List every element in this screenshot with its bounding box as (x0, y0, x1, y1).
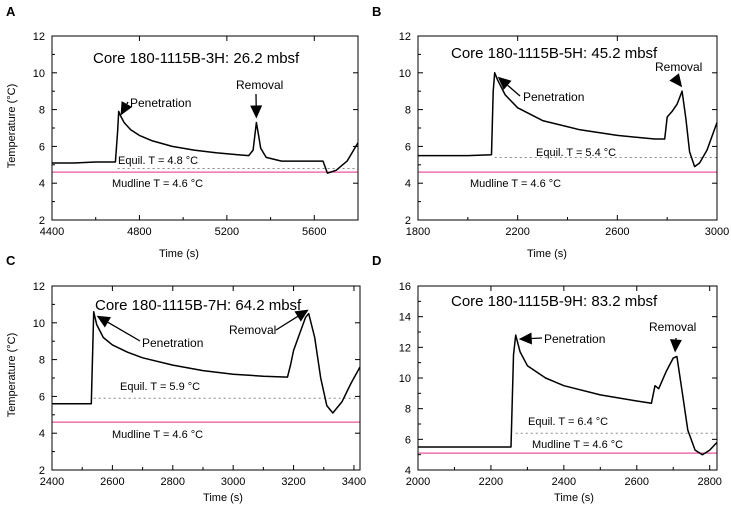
panel-c-xtick-label: 2400 (40, 476, 64, 488)
panel-d-xtick-label: 2000 (406, 476, 430, 488)
panel-c-ytick-label: 12 (33, 281, 45, 293)
panel-b-ytick-label: 2 (405, 215, 411, 227)
panel-d-removal-label: Removal (649, 320, 696, 334)
panel-b-removal-arrow-head (669, 73, 683, 88)
panel-d-ytick-label: 8 (405, 404, 411, 416)
panel-b-penetration-arrow-head (497, 76, 512, 90)
panel-c-removal-label: Removal (229, 323, 276, 337)
panel-c-removal-arrow-head (294, 309, 309, 322)
panel-c-ylabel: Temperature (°C) (6, 333, 18, 417)
panel-c-xtick-label: 3200 (281, 476, 305, 488)
panel-a-ytick-label: 2 (39, 215, 45, 227)
panel-b-mudline-label: Mudline T = 4.6 °C (470, 178, 561, 190)
panel-d-ytick-label: 6 (405, 434, 411, 446)
panel-d-title: Core 180-1115B-9H: 83.2 mbsf (451, 293, 658, 310)
panel-c-series-line (52, 311, 361, 414)
panel-d-series-line (418, 334, 718, 456)
panel-b-penetration-arrow-shaft (507, 84, 521, 97)
panel-c-ytick-label: 8 (39, 355, 45, 367)
panel-d-xlabel: Time (s) (554, 492, 594, 504)
panel-b-xtick-label: 1800 (406, 226, 430, 238)
panel-a-ytick-label: 8 (39, 105, 45, 117)
panel-d: D Core 180-1115B-9H: 83.2 mbsf Time (s) … (372, 253, 722, 504)
panel-a-equil-label: Equil. T = 4.8 °C (118, 155, 198, 167)
panel-b-series-line (418, 72, 718, 168)
panel-c-ytick-label: 4 (39, 428, 45, 440)
panel-b-ytick-label: 12 (399, 31, 411, 43)
panel-letter-d: D (372, 253, 381, 268)
panel-b-title: Core 180-1115B-5H: 45.2 mbsf (451, 45, 658, 62)
panel-a-xtick-label: 5600 (302, 226, 326, 238)
panel-c-penetration-arrow-head (96, 315, 111, 328)
panel-a-penetration-arrow-head (120, 101, 133, 116)
panel-b-xtick-label: 3000 (705, 226, 729, 238)
panel-a-xlabel: Time (s) (159, 248, 199, 260)
panel-c-title: Core 180-1115B-7H: 64.2 mbsf (95, 297, 302, 314)
panel-d-ytick-label: 4 (405, 465, 411, 477)
panel-a-penetration-label: Penetration (130, 96, 191, 110)
panel-b-ytick-label: 6 (405, 141, 411, 153)
panel-b: B Core 180-1115B-5H: 45.2 mbsf Time (s) … (372, 4, 729, 260)
panel-d-xtick-label: 2400 (552, 476, 576, 488)
panel-c-ytick-label: 6 (39, 391, 45, 403)
panel-b-equil-label: Equil. T = 5.4 °C (536, 147, 616, 159)
panel-b-ytick-label: 10 (399, 68, 411, 80)
panel-a-ylabel: Temperature (°C) (6, 84, 18, 168)
panel-d-penetration-label: Penetration (544, 332, 605, 346)
panel-a-removal-arrow-head (250, 105, 263, 119)
panel-c-xtick-label: 3000 (221, 476, 245, 488)
panel-d-removal-arrow-head (669, 339, 682, 353)
panel-b-ytick-label: 4 (405, 178, 411, 190)
panel-a-xtick-label: 4400 (40, 226, 64, 238)
panel-a-xtick-label: 4800 (127, 226, 151, 238)
panel-b-xtick-label: 2600 (605, 226, 629, 238)
panel-letter-c: C (6, 253, 16, 268)
panel-a-ytick-label: 6 (39, 141, 45, 153)
panel-c-xtick-label: 3400 (342, 476, 366, 488)
panel-d-penetration-arrow-head (518, 332, 532, 345)
panel-d-xtick-label: 2600 (625, 476, 649, 488)
panel-c-mudline-label: Mudline T = 4.6 °C (112, 429, 203, 441)
panel-a-mudline-label: Mudline T = 4.6 °C (112, 178, 203, 190)
panel-a-penetration-arrow-shaft (126, 101, 129, 105)
panel-c-ytick-label: 2 (39, 465, 45, 477)
panel-c: C Core 180-1115B-7H: 64.2 mbsf Time (s) … (6, 253, 366, 504)
panel-letter-a: A (6, 4, 16, 19)
panel-d-mudline-label: Mudline T = 4.6 °C (532, 439, 623, 451)
panel-a-xtick-label: 5200 (215, 226, 239, 238)
panel-c-xlabel: Time (s) (203, 492, 243, 504)
panel-d-ytick-label: 10 (399, 373, 411, 385)
panel-d-ytick-label: 16 (399, 281, 411, 293)
panel-c-equil-label: Equil. T = 5.9 °C (120, 381, 200, 393)
panel-a-ytick-label: 12 (33, 31, 45, 43)
panel-b-xlabel: Time (s) (527, 248, 567, 260)
panel-a: A Core 180-1115B-3H: 26.2 mbsf Time (s) … (6, 4, 359, 260)
panel-b-penetration-label: Penetration (523, 90, 584, 104)
panel-d-xtick-label: 2200 (479, 476, 503, 488)
panel-d-xtick-label: 2800 (697, 476, 721, 488)
panel-b-ytick-label: 8 (405, 105, 411, 117)
panel-a-title: Core 180-1115B-3H: 26.2 mbsf (93, 50, 300, 67)
panel-c-ytick-label: 10 (33, 318, 45, 330)
panel-d-ytick-label: 12 (399, 342, 411, 354)
panel-a-removal-label: Removal (236, 78, 283, 92)
panel-c-xtick-label: 2800 (161, 476, 185, 488)
panel-letter-b: B (372, 4, 381, 19)
panel-c-xtick-label: 2600 (100, 476, 124, 488)
panel-c-penetration-arrow-shaft (107, 321, 141, 342)
panel-b-removal-label: Removal (655, 60, 702, 74)
panel-a-ytick-label: 4 (39, 178, 45, 190)
panel-c-penetration-label: Penetration (142, 336, 203, 350)
panel-b-xtick-label: 2200 (505, 226, 529, 238)
panel-a-series-line (52, 110, 359, 174)
panel-d-ytick-label: 14 (399, 312, 411, 324)
panel-c-removal-arrow-shaft (275, 315, 298, 331)
panel-d-equil-label: Equil. T = 6.4 °C (528, 416, 608, 428)
panel-a-ytick-label: 10 (33, 68, 45, 80)
